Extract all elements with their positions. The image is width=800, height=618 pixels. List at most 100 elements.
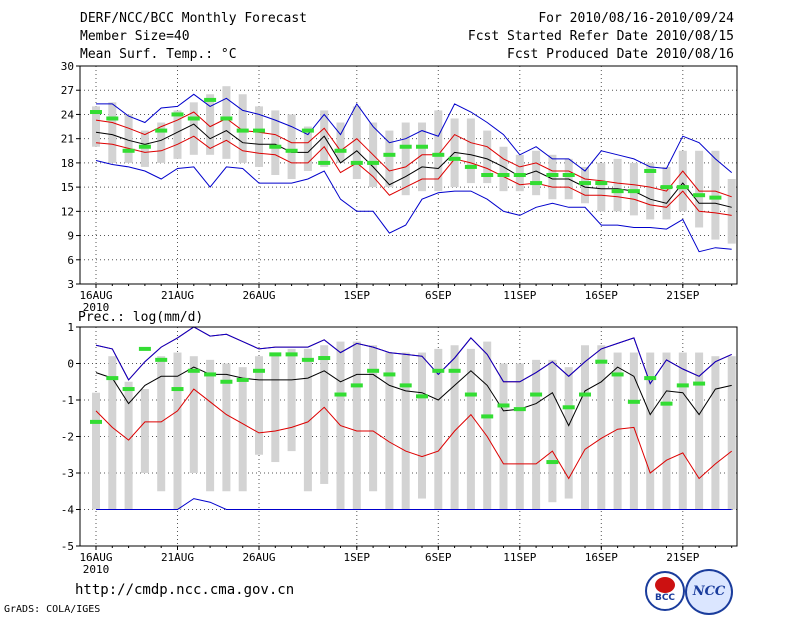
- x-tick-label: 16SEP: [585, 551, 618, 564]
- box-bar: [140, 130, 149, 167]
- median-marker: [676, 185, 689, 190]
- footer-url[interactable]: http://cmdp.ncc.cma.gov.cn: [75, 582, 295, 598]
- median-marker: [693, 193, 706, 198]
- y-tick-label: 3: [67, 278, 74, 291]
- box-bar: [206, 94, 215, 155]
- box-bar: [92, 106, 100, 147]
- box-bar: [157, 122, 166, 163]
- median-marker: [530, 181, 543, 186]
- x-tick-label: 16AUG: [79, 551, 112, 564]
- box-bar: [581, 345, 589, 510]
- x-tick-label: 26AUG: [242, 289, 275, 302]
- box-bar: [678, 150, 687, 212]
- box-bar: [108, 102, 117, 163]
- box-bar: [418, 122, 426, 192]
- box-bar: [597, 162, 606, 212]
- box-bar: [189, 356, 198, 473]
- box-bar: [483, 130, 492, 184]
- box-bar: [206, 359, 215, 492]
- series-line-mean_minus_std: [95, 135, 732, 216]
- x-tick-label: 6SEP: [425, 289, 452, 302]
- box-bar: [483, 341, 492, 510]
- median-marker: [171, 112, 184, 117]
- box-bar: [401, 122, 410, 196]
- median-marker: [562, 173, 575, 177]
- median-marker: [269, 352, 282, 357]
- box-bar: [255, 106, 263, 167]
- median-marker: [301, 128, 314, 133]
- y-tick-label: 30: [61, 60, 74, 73]
- median-marker: [579, 181, 591, 186]
- precip-title: Prec.: log(mm/d): [78, 310, 204, 325]
- median-marker: [106, 116, 119, 121]
- box-bar: [695, 150, 704, 228]
- y-tick-label: 0: [67, 358, 74, 371]
- y-tick-label: 15: [61, 181, 74, 194]
- median-marker: [497, 403, 510, 408]
- box-bar: [320, 110, 329, 167]
- plot-frame: [79, 65, 738, 285]
- box-bar: [564, 367, 573, 499]
- median-marker: [432, 368, 445, 373]
- box-bar: [173, 352, 182, 510]
- box-bar: [646, 352, 655, 510]
- box-bar: [271, 352, 280, 463]
- box-bar: [532, 150, 541, 196]
- y-tick-label: -5: [61, 540, 74, 553]
- median-marker: [464, 392, 477, 397]
- median-marker: [546, 460, 559, 465]
- median-marker: [562, 405, 575, 410]
- box-bar: [597, 345, 606, 510]
- series-line-max: [96, 93, 733, 173]
- forecast-period: For 2010/08/16-2010/09/24: [538, 11, 734, 26]
- box-bar: [727, 179, 736, 244]
- box-bar: [548, 154, 557, 200]
- median-marker: [595, 359, 608, 364]
- median-marker: [627, 189, 640, 194]
- box-bar: [336, 122, 345, 163]
- box-bar: [287, 114, 296, 180]
- median-marker: [660, 401, 673, 406]
- box-bar: [157, 356, 166, 492]
- box-bar: [222, 86, 231, 159]
- median-marker: [546, 173, 559, 177]
- box-bar: [678, 352, 687, 510]
- median-marker: [155, 128, 168, 133]
- bcc-logo-text: BCC: [654, 593, 676, 603]
- y-tick-label: 21: [61, 133, 74, 146]
- series-line-mean: [95, 123, 732, 208]
- median-marker: [676, 383, 689, 388]
- median-marker: [334, 148, 347, 153]
- y-tick-label: -4: [61, 504, 75, 517]
- median-marker: [106, 376, 119, 381]
- median-marker: [187, 368, 200, 373]
- y-tick-label: 18: [61, 157, 74, 170]
- box-bar: [532, 359, 541, 510]
- y-tick-label: 24: [61, 108, 75, 121]
- box-bar: [662, 166, 671, 220]
- median-marker: [122, 148, 135, 153]
- median-marker: [660, 185, 673, 190]
- median-marker: [432, 152, 445, 157]
- box-bar: [385, 130, 394, 188]
- median-marker: [481, 414, 494, 419]
- x-tick-label: 26AUG: [242, 551, 275, 564]
- box-bar: [320, 345, 329, 484]
- x-tick-label: 6SEP: [425, 551, 452, 564]
- box-bar: [124, 114, 133, 163]
- median-marker: [236, 128, 249, 133]
- box-bar: [662, 352, 671, 510]
- median-marker: [383, 152, 396, 157]
- ncc-logo-text: NCC: [692, 584, 726, 599]
- median-marker: [253, 368, 265, 373]
- box-bar: [711, 356, 720, 510]
- box-bar: [189, 102, 198, 155]
- box-bar: [499, 146, 508, 192]
- series-line-max: [95, 326, 732, 385]
- box-bar: [271, 110, 280, 175]
- median-marker: [530, 392, 543, 397]
- produced-date: Fcst Produced Date 2010/08/16: [507, 47, 734, 62]
- box-bar: [613, 158, 622, 212]
- box-bar: [418, 352, 426, 499]
